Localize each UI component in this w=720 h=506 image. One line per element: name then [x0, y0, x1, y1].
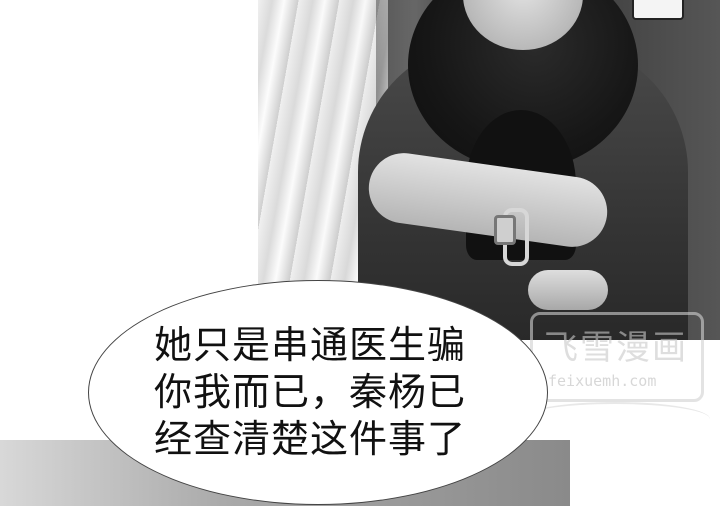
dialogue-line-2: 你我而已，秦杨已 — [154, 370, 467, 414]
woman-hand — [528, 270, 608, 310]
wrist-watch — [494, 215, 516, 245]
site-watermark: 飞雪漫画 feixuemh.com — [520, 308, 710, 448]
watermark-title: 飞雪漫画 — [544, 328, 688, 368]
speech-bubble — [88, 280, 548, 505]
watermark-ornament — [520, 402, 710, 436]
corner-badge — [632, 0, 684, 20]
speech-bubble-text: 她只是串通医生骗 你我而已，秦杨已 经查清楚这件事了 — [154, 322, 514, 463]
comic-panel-woman — [258, 0, 720, 340]
dialogue-line-1: 她只是串通医生骗 — [154, 323, 467, 367]
watermark-url: feixuemh.com — [548, 372, 657, 390]
dialogue-line-3: 经查清楚这件事了 — [154, 417, 467, 461]
